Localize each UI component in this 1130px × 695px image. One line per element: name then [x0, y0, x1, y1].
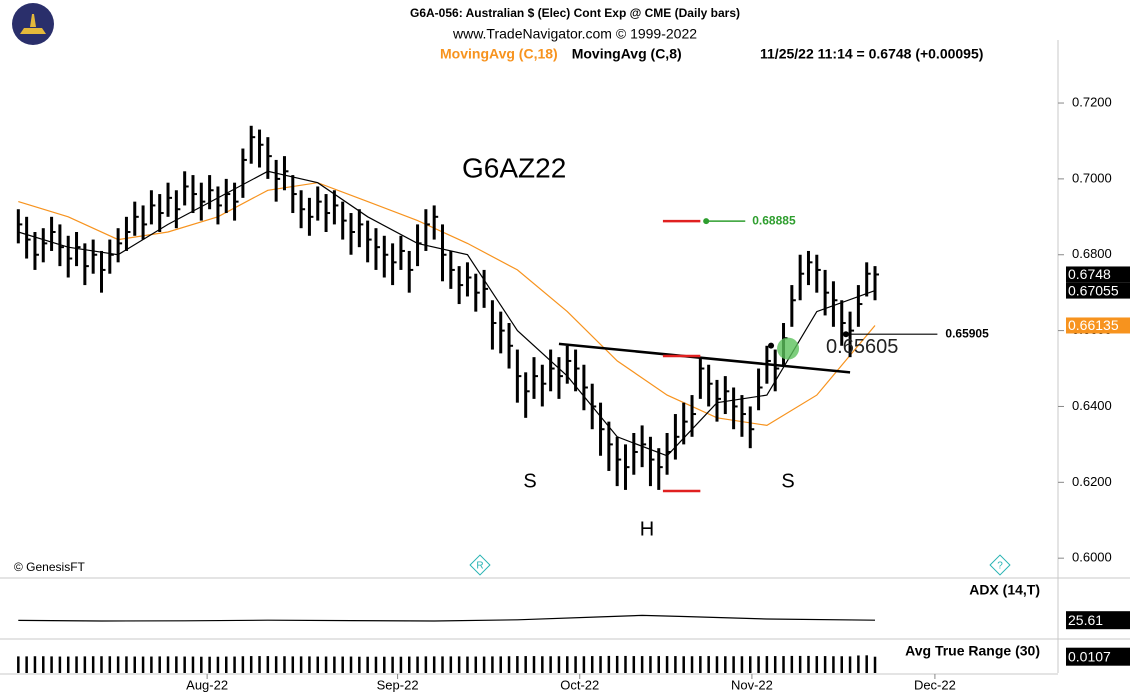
indicator-name: Avg True Range (30): [905, 643, 1040, 659]
pattern-label: S: [523, 470, 536, 492]
neckline: [558, 342, 851, 374]
x-tick-label: Dec-22: [914, 677, 956, 692]
icon-text[interactable]: R: [476, 561, 483, 572]
x-tick-label: Oct-22: [560, 677, 599, 692]
y-tick-label: 0.6200: [1072, 474, 1112, 489]
breakout-label: 0.65605: [826, 336, 898, 358]
icon-text[interactable]: ?: [997, 561, 1003, 572]
logo-emblem[interactable]: [20, 14, 46, 34]
last-average: 0.67055: [1068, 282, 1119, 298]
support-label: 0.65905: [945, 326, 989, 340]
pattern-label: S: [781, 470, 794, 492]
last-close: 0.6748: [1068, 266, 1111, 282]
indicator-value-box: [1066, 647, 1130, 666]
target-dot: [703, 218, 710, 225]
icon-help[interactable]: ?: [989, 554, 1011, 576]
last-close-box: [1066, 266, 1130, 283]
x-tick-label: Aug-22: [186, 677, 228, 692]
indicator-value: 25.61: [1068, 612, 1103, 628]
support-dot: [842, 331, 849, 338]
icon-frame[interactable]: [469, 554, 491, 576]
subtitle: www.TradeNavigator.com © 1999-2022: [452, 26, 697, 42]
target-label: 0.68885: [752, 213, 796, 227]
legend-entry: MovingAvg (C,18): [440, 46, 558, 62]
last-average-box: [1066, 317, 1130, 334]
y-tick-label: 0.7200: [1072, 94, 1112, 109]
contract-label: G6AZ22: [462, 152, 566, 183]
legend-entry: MovingAvg (C,8): [572, 46, 682, 62]
breakout-dot: [768, 342, 775, 349]
indicator-value: 0.0107: [1068, 648, 1111, 664]
last-average-box: [1066, 282, 1130, 299]
indicator-value-box: [1066, 611, 1130, 630]
logo[interactable]: [12, 3, 54, 45]
breakout-highlight: [777, 337, 800, 360]
indicator-name: ADX (14,T): [969, 582, 1040, 598]
x-tick-label: Nov-22: [731, 677, 773, 692]
chart-title: G6A-056: Australian $ (Elec) Cont Exp @ …: [410, 6, 740, 20]
icon-r[interactable]: R: [469, 554, 491, 576]
y-tick-label: 0.7000: [1072, 170, 1112, 185]
x-tick-label: Sep-22: [377, 677, 419, 692]
icon-frame[interactable]: [989, 554, 1011, 576]
last-average: 0.66135: [1068, 317, 1119, 333]
pattern-label: H: [640, 518, 654, 540]
quote: 11/25/22 11:14 = 0.6748 (+0.00095): [760, 46, 983, 62]
y-tick-label: 0.6400: [1072, 398, 1112, 413]
y-tick-label: 0.6000: [1072, 550, 1112, 565]
y-tick-label: 0.6800: [1072, 246, 1112, 261]
indicator-line: [18, 614, 876, 622]
credit: © GenesisFT: [14, 560, 86, 574]
